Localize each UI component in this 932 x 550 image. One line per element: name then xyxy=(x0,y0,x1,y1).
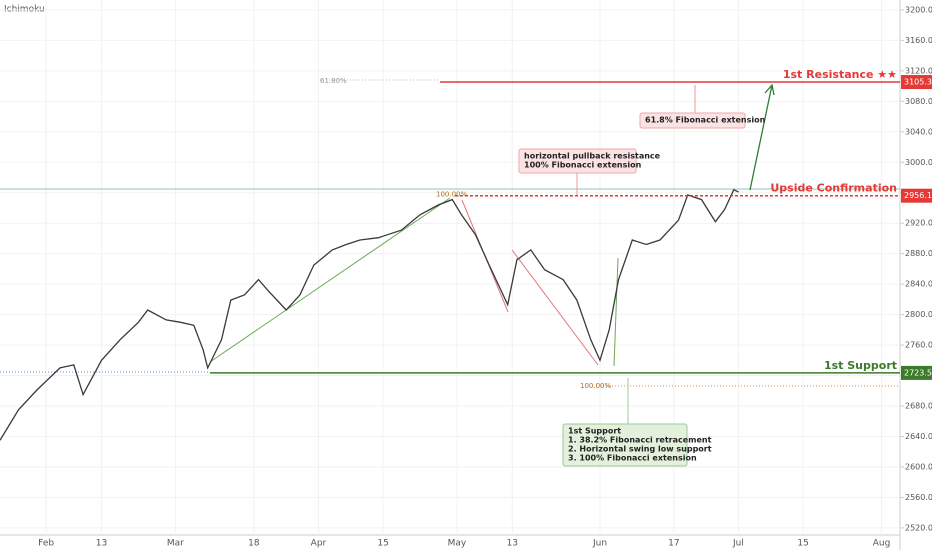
fib-label: 61.80% xyxy=(320,77,347,85)
callout-text: 100% Fibonacci extension xyxy=(524,161,642,170)
y-tick-label: 2760.0 xyxy=(905,341,932,350)
y-tick-label: 2920.0 xyxy=(905,219,932,228)
y-tick-label: 3120.0 xyxy=(905,66,932,75)
y-tick-label: 3040.0 xyxy=(905,127,932,136)
arrow-head xyxy=(764,83,775,96)
x-tick-label: 13 xyxy=(507,539,518,549)
y-tick-label: 2560.0 xyxy=(905,493,932,502)
x-tick-label: Apr xyxy=(311,539,327,549)
y-tick-label: 2520.0 xyxy=(905,523,932,532)
x-tick-label: May xyxy=(448,539,467,549)
x-tick-label: Aug xyxy=(873,539,891,549)
x-tick-label: 18 xyxy=(248,539,260,549)
level-name: 1st Support xyxy=(824,359,897,372)
price-tag-label: 3105.3 xyxy=(904,78,932,87)
callout-text: 2. Horizontal swing low support xyxy=(568,445,712,454)
fib-label: 100.00% xyxy=(580,382,611,390)
y-tick-label: 2880.0 xyxy=(905,249,932,258)
x-tick-label: Mar xyxy=(167,539,184,549)
fib-label: 100.00% xyxy=(436,191,467,199)
y-tick-label: 3080.0 xyxy=(905,97,932,106)
trend-arrow xyxy=(613,257,619,367)
price-tag xyxy=(901,75,932,90)
x-tick-label: 17 xyxy=(668,539,679,549)
y-tick-label: 3200.0 xyxy=(905,5,932,14)
price-line xyxy=(0,188,739,441)
trend-arrow xyxy=(511,249,599,366)
y-tick-label: 3160.0 xyxy=(905,36,932,45)
callout: 61.8% Fibonacci extension xyxy=(639,112,766,129)
callout-text: 61.8% Fibonacci extension xyxy=(645,116,766,125)
y-tick-label: 3000.0 xyxy=(905,158,932,167)
x-tick-label: Jul xyxy=(732,539,744,549)
level-name: Upside Confirmation xyxy=(770,182,897,195)
callout-text: 1st Support xyxy=(568,427,621,436)
price-tag xyxy=(901,365,932,380)
callout-text: 1. 38.2% Fibonacci retracement xyxy=(568,436,712,445)
x-tick-label: Jun xyxy=(592,539,607,549)
target-arrow xyxy=(749,84,773,191)
x-tick-label: 15 xyxy=(797,539,808,549)
callout-box xyxy=(639,112,746,129)
price-tag xyxy=(901,188,932,203)
y-tick-label: 2680.0 xyxy=(905,402,932,411)
y-tick-label: 2840.0 xyxy=(905,280,932,289)
level-name: 1st Resistance ★★ xyxy=(783,68,897,81)
x-tick-label: 13 xyxy=(96,539,107,549)
callout-text: horizontal pullback resistance xyxy=(524,152,661,161)
price-tag-label: 2956.1 xyxy=(904,191,932,200)
callout-text: 3. 100% Fibonacci extension xyxy=(568,454,697,463)
y-tick-label: 2800.0 xyxy=(905,310,932,319)
price-tag-label: 2723.5 xyxy=(904,368,932,377)
y-tick-label: 2600.0 xyxy=(905,462,932,471)
callout-box xyxy=(518,148,637,174)
x-tick-label: Feb xyxy=(38,539,54,549)
x-tick-label: 15 xyxy=(377,539,388,549)
callout-box xyxy=(562,423,688,467)
y-tick-label: 2640.0 xyxy=(905,432,932,441)
trend-arrow xyxy=(209,197,451,363)
